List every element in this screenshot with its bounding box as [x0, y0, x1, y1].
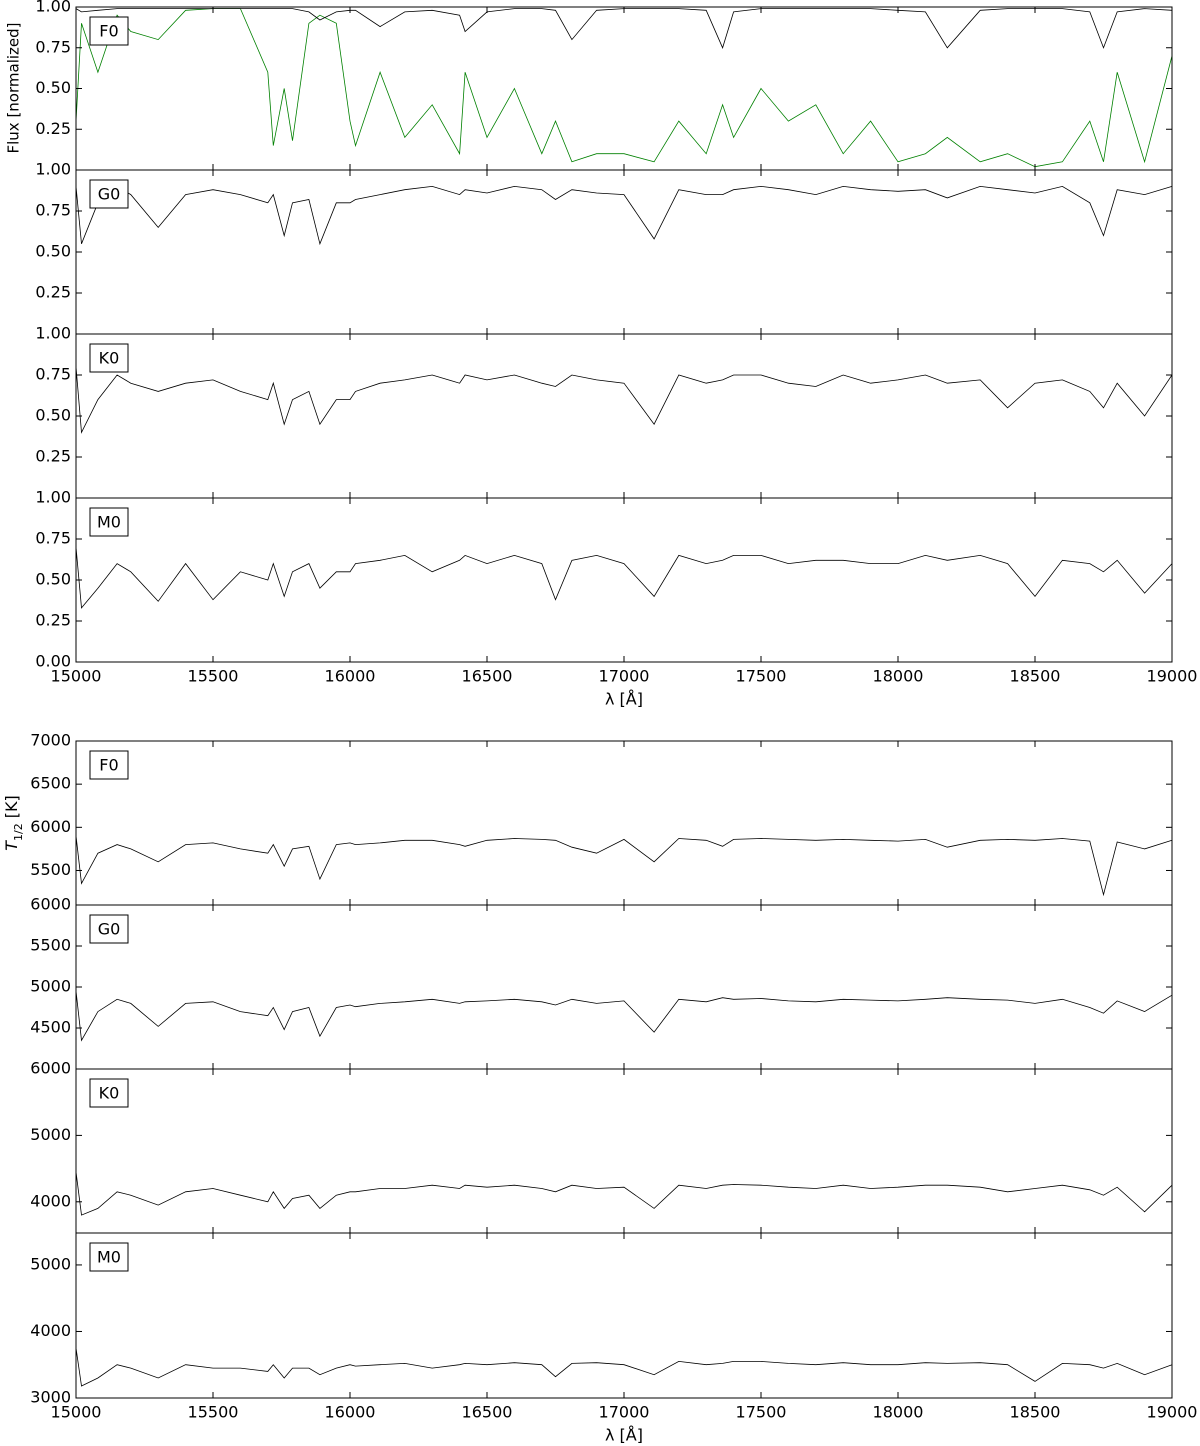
y-label-unit: [K] [2, 795, 21, 818]
y-tick-label: 0.50 [35, 78, 71, 97]
y-tick-label: 6000 [30, 895, 71, 914]
panel-label: F0 [99, 756, 118, 775]
x-tick-label: 16000 [325, 1403, 376, 1422]
label-box [89, 1242, 129, 1272]
x-tick-label: 15000 [51, 667, 102, 686]
spectrum-line [75, 1171, 1173, 1216]
x-axis-label: λ [Å] [605, 690, 643, 709]
x-tick-label: 19000 [1147, 667, 1198, 686]
x-tick-label: 18000 [873, 667, 924, 686]
y-tick-label: 0.75 [35, 529, 71, 548]
label-box [89, 914, 129, 944]
x-tick-label: 16500 [462, 1403, 513, 1422]
y-tick-label: 0.25 [35, 447, 71, 466]
x-tick-label: 18000 [873, 1403, 924, 1422]
panel-label: F0 [99, 22, 118, 41]
panel-frame [75, 1068, 1173, 1234]
y-tick-label: 0.75 [35, 37, 71, 56]
y-tick-label: 0.75 [35, 201, 71, 220]
y-tick-label: 4000 [30, 1321, 71, 1340]
y-label-subscript: 1/2 [12, 823, 25, 841]
spectrum-line [75, 991, 1173, 1042]
panel-frame [75, 1232, 1173, 1399]
panel-label: M0 [97, 1248, 121, 1267]
y-tick-label: 0.75 [35, 365, 71, 384]
label-box [89, 750, 129, 780]
x-tick-label: 18500 [1010, 667, 1061, 686]
y-tick-label: 5500 [30, 936, 71, 955]
y-tick-label: 4500 [30, 1018, 71, 1037]
spectrum-line [75, 835, 1173, 897]
label-box [89, 507, 129, 537]
y-tick-label: 1.00 [35, 0, 71, 16]
y-tick-label: 0.25 [35, 119, 71, 138]
y-tick-label: 0.25 [35, 283, 71, 302]
y-tick-label: 1.00 [35, 488, 71, 507]
y-tick-label: 3000 [30, 1388, 71, 1407]
y-tick-label: 5000 [30, 977, 71, 996]
y-tick-label: 5500 [30, 860, 71, 879]
x-tick-label: 19000 [1147, 1403, 1198, 1422]
y-axis-label: T1/2 [K] [2, 795, 25, 850]
y-tick-label: 7000 [30, 731, 71, 750]
y-label-symbol: T [2, 840, 21, 851]
y-tick-label: 5000 [30, 1125, 71, 1144]
panel-frame [75, 333, 1173, 499]
y-tick-label: 0.50 [35, 242, 71, 261]
y-tick-label: 0.25 [35, 611, 71, 630]
x-tick-label: 17500 [736, 1403, 787, 1422]
panel-frame [75, 740, 1173, 906]
spectrum-line [75, 547, 1173, 609]
y-tick-label: 0.00 [35, 652, 71, 671]
panel-frame [75, 497, 1173, 663]
panel-label: M0 [97, 513, 121, 532]
panel-label: G0 [98, 185, 121, 204]
x-tick-label: 15000 [51, 1403, 102, 1422]
y-tick-label: 4000 [30, 1191, 71, 1210]
spectrum-line [75, 8, 1173, 49]
y-tick-label: 1.00 [35, 160, 71, 179]
x-tick-label: 15500 [188, 667, 239, 686]
x-tick-label: 15500 [188, 1403, 239, 1422]
label-box [89, 1078, 129, 1108]
y-axis-label: Flux [normalized] [5, 22, 23, 153]
x-tick-label: 17500 [736, 667, 787, 686]
x-tick-label: 17000 [599, 1403, 650, 1422]
spectrum-line [75, 1348, 1173, 1387]
y-tick-label: 1.00 [35, 324, 71, 343]
x-axis-label: λ [Å] [605, 1426, 643, 1445]
panel-frame [75, 904, 1173, 1070]
y-tick-label: 0.50 [35, 570, 71, 589]
y-tick-label: 6000 [30, 1059, 71, 1078]
spectrum-line [75, 366, 1173, 434]
y-tick-label: 0.50 [35, 406, 71, 425]
x-tick-label: 17000 [599, 667, 650, 686]
spectrum-line [75, 185, 1173, 246]
y-tick-label: 6500 [30, 774, 71, 793]
x-tick-label: 18500 [1010, 1403, 1061, 1422]
spectrum-line [75, 8, 1173, 168]
panel-frame [75, 6, 1173, 171]
label-box [89, 179, 129, 209]
label-box [89, 16, 129, 46]
panel-label: K0 [99, 349, 120, 368]
label-box [89, 343, 129, 373]
x-tick-label: 16500 [462, 667, 513, 686]
x-tick-label: 16000 [325, 667, 376, 686]
y-tick-label: 5000 [30, 1254, 71, 1273]
panel-label: K0 [99, 1084, 120, 1103]
panel-label: G0 [98, 920, 121, 939]
y-tick-label: 6000 [30, 817, 71, 836]
